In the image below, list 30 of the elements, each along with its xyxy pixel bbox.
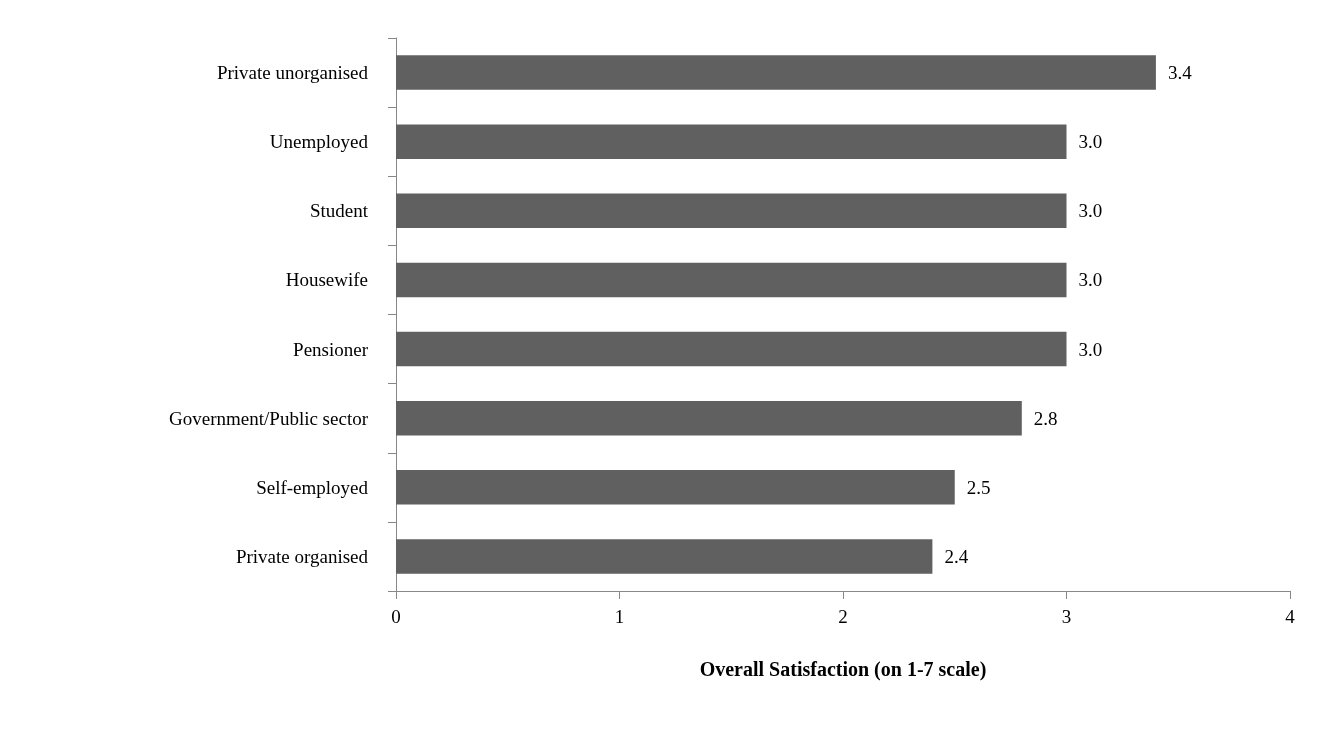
bar [396, 55, 1156, 90]
bar [396, 124, 1067, 159]
data-label: 2.5 [966, 476, 991, 498]
x-tick-label: 0 [391, 606, 401, 627]
bar [396, 193, 1067, 229]
bar [396, 400, 1022, 436]
x-axis-title: Overall Satisfaction (on 1-7 scale) [699, 658, 987, 681]
data-label: 3.0 [1078, 131, 1103, 153]
y-tick-label: Unemployed [269, 131, 369, 153]
x-tick-label: 2 [838, 606, 848, 627]
bar [396, 539, 933, 574]
y-tick-label: Housewife [285, 269, 368, 291]
data-label: 3.0 [1078, 269, 1103, 291]
data-label: 3.0 [1078, 338, 1103, 360]
bar [396, 331, 1067, 367]
bar [396, 262, 1067, 298]
y-tick-label: Pensioner [293, 338, 369, 360]
data-label: 2.8 [1033, 407, 1058, 429]
y-tick-label: Government/Public sector [169, 407, 369, 429]
data-label: 3.4 [1167, 62, 1193, 84]
data-label: 2.4 [944, 545, 969, 567]
y-tick-label: Student [309, 200, 369, 222]
x-tick-label: 3 [1061, 606, 1072, 627]
x-tick-label: 1 [614, 606, 625, 627]
bar [396, 470, 955, 505]
x-tick-label: 4 [1285, 606, 1296, 627]
y-tick-label: Self-employed [256, 476, 369, 498]
y-tick-label: Private unorganised [216, 62, 369, 84]
data-label: 3.0 [1078, 200, 1103, 222]
y-tick-label: Private organised [235, 545, 369, 567]
